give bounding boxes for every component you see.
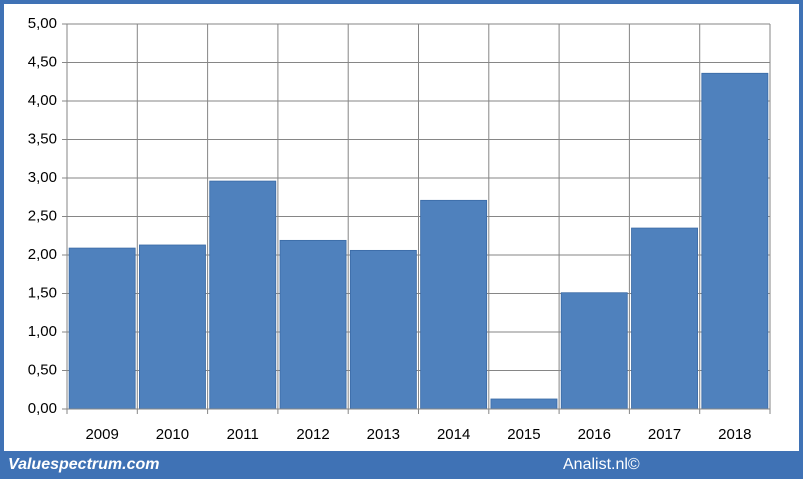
y-tick-label: 3,00 [28,169,57,186]
x-tick-label: 2011 [227,426,259,443]
bar [349,249,417,410]
y-tick-label: 1,00 [28,323,57,340]
x-tick-label: 2017 [648,426,681,443]
bar [139,244,206,410]
y-tick-label: 2,00 [28,246,57,263]
bar [631,227,698,410]
y-tick-label: 3,50 [28,130,57,147]
y-tick-label: 0,50 [28,361,57,378]
y-tick-label: 1,50 [28,284,57,301]
x-tick-label: 2009 [85,426,118,443]
y-tick-label: 5,00 [28,15,57,32]
x-tick-label: 2012 [296,426,329,443]
x-tick-label: 2013 [367,426,400,443]
bar [560,292,628,410]
x-tick-label: 2016 [578,426,611,443]
bar [209,180,277,410]
bar [701,72,769,410]
bar [279,239,347,410]
y-tick-label: 0,00 [28,400,57,417]
y-tick-label: 4,00 [28,92,57,109]
bar [490,398,558,410]
bar [420,199,488,410]
x-tick-label: 2010 [156,426,189,443]
x-tick-label: 2015 [507,426,540,443]
y-tick-label: 2,50 [28,207,57,224]
footer-right: Analist.nl© [563,456,640,473]
x-tick-label: 2018 [718,426,751,443]
bar [68,247,136,410]
footer-left: Valuespectrum.com [8,456,159,473]
x-tick-label: 2014 [437,426,470,443]
y-tick-label: 4,50 [28,53,57,70]
